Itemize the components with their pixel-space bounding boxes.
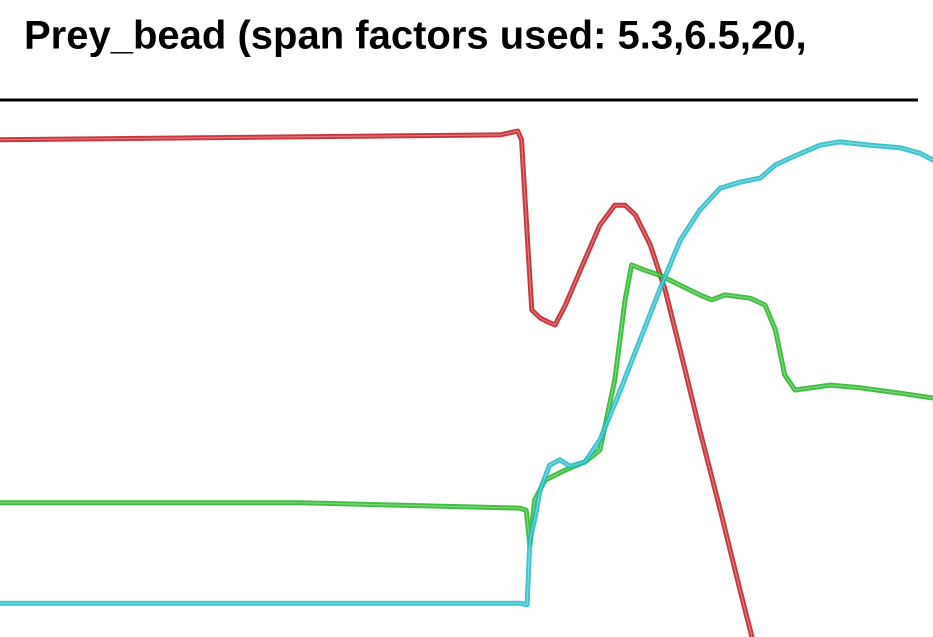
series-line-highlight	[0, 264, 933, 546]
series-line	[0, 139, 933, 608]
chart-title: Prey_bead (span factors used: 5.3,6.5,20…	[24, 14, 807, 58]
series-line	[0, 128, 755, 637]
series-line-highlight	[0, 130, 753, 637]
series-line-highlight	[0, 141, 933, 606]
